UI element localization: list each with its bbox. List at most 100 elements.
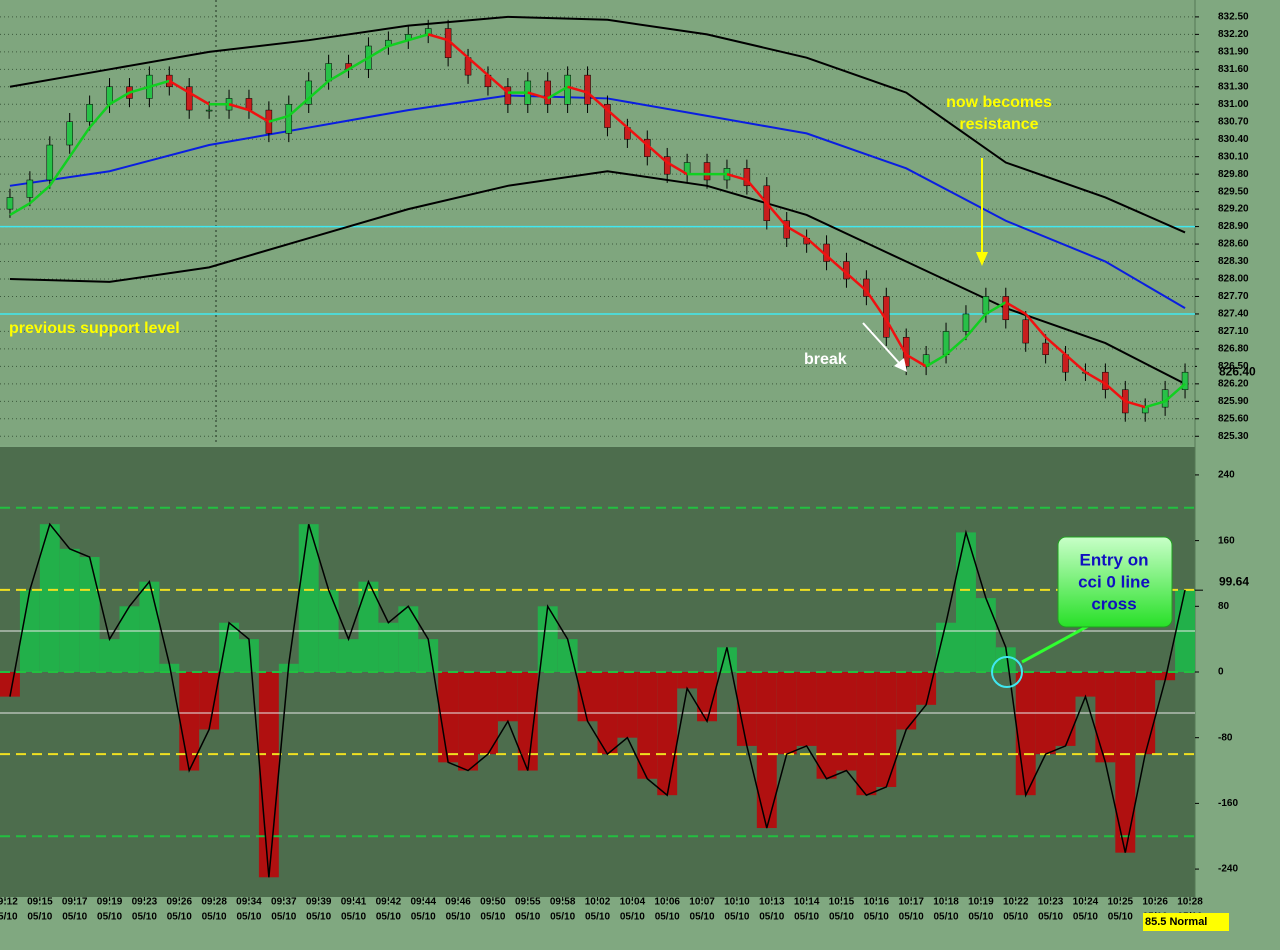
x-tick-label: 10:24 <box>1073 897 1099 908</box>
ma-segment <box>985 301 1007 316</box>
annotation: break <box>804 351 847 368</box>
cci-bar <box>239 639 259 672</box>
cci-bar <box>617 672 638 738</box>
y-tick-label: 829.20 <box>1218 204 1249 215</box>
x-tick-label: 10:25 <box>1108 897 1134 908</box>
y-tick-label: 830.10 <box>1218 151 1249 162</box>
cci-bar <box>736 672 757 746</box>
y-tick-label: 828.00 <box>1218 274 1249 285</box>
cci-bar <box>876 672 897 787</box>
x-tick-label: 09:23 <box>132 897 158 908</box>
x-tick-label: 10:23 <box>1038 897 1064 908</box>
x-tick-label: 09:12 <box>0 897 18 908</box>
cci-bar <box>1055 672 1076 746</box>
y-tick-label: 160 <box>1218 535 1235 546</box>
cci-bar <box>816 672 837 779</box>
candle-body <box>604 104 611 128</box>
x-tick-label: 09:37 <box>271 897 297 908</box>
x-tick-label: 10:14 <box>794 897 820 908</box>
ma-segment <box>487 74 509 94</box>
x-tick-label: 09:26 <box>166 897 192 908</box>
x-date-label: 05/10 <box>411 912 436 923</box>
cci-bar <box>0 672 20 697</box>
ma-segment <box>805 237 828 257</box>
y-tick-label: 831.30 <box>1218 81 1249 92</box>
x-tick-label: 10:18 <box>933 897 959 908</box>
cci-bar <box>756 672 777 829</box>
cci-bar <box>1015 672 1036 796</box>
x-date-label: 05/10 <box>1038 912 1063 923</box>
x-date-label: 05/10 <box>759 912 784 923</box>
callout-pointer <box>1021 623 1091 664</box>
cci-bar <box>398 606 419 672</box>
x-tick-label: 09:34 <box>236 897 262 908</box>
candle-body <box>46 144 54 181</box>
x-tick-label: 09:17 <box>62 897 88 908</box>
annotation: previous support level <box>9 320 180 337</box>
cci-bar <box>577 672 598 722</box>
x-tick-label: 10:13 <box>759 897 785 908</box>
cci-bar <box>1155 672 1176 681</box>
y-tick-label: 832.50 <box>1218 12 1249 23</box>
x-tick-label: 09:28 <box>201 897 227 908</box>
ma-segment <box>228 103 250 112</box>
y-tick-label: 828.90 <box>1218 221 1249 232</box>
cci-bar <box>59 548 80 672</box>
ma-segment <box>845 272 868 292</box>
x-date-label: 05/10 <box>62 912 87 923</box>
y-tick-label: 826.80 <box>1218 344 1249 355</box>
ma-segment <box>407 33 429 42</box>
x-tick-label: 09:58 <box>550 897 576 908</box>
ma-segment <box>1024 313 1047 339</box>
x-tick-label: 09:41 <box>341 897 367 908</box>
y-tick-label: 80 <box>1218 601 1230 612</box>
y-tick-label: 827.10 <box>1218 326 1249 337</box>
cci-bar <box>159 663 180 672</box>
y-tick-label: 829.50 <box>1218 186 1249 197</box>
cci-bar <box>1095 672 1116 763</box>
x-tick-label: 10:15 <box>829 897 855 908</box>
cci-bar <box>79 557 100 672</box>
candle-body <box>424 28 432 35</box>
cci-bar <box>896 672 917 730</box>
x-tick-label: 10:28 <box>1177 897 1203 908</box>
y-tick-label: 240 <box>1218 470 1235 481</box>
candle-body <box>584 74 591 105</box>
callout-box <box>1057 536 1173 628</box>
x-date-label: 05/10 <box>480 912 505 923</box>
x-tick-label: 09:42 <box>376 897 402 908</box>
cci-bar <box>418 639 439 672</box>
ma-segment <box>905 353 927 368</box>
cci-bar <box>378 622 399 672</box>
x-date-label: 05/10 <box>132 912 157 923</box>
x-tick-label: 10:10 <box>724 897 750 908</box>
x-tick-label: 09:39 <box>306 897 332 908</box>
x-date-label: 05/10 <box>934 912 959 923</box>
last-value-box <box>1197 364 1203 381</box>
x-tick-label: 09:46 <box>445 897 471 908</box>
status: 85.5 Normal <box>1145 916 1207 928</box>
ma-segment <box>547 85 569 100</box>
y-tick-label: 827.70 <box>1218 291 1249 302</box>
ma-segment <box>108 91 131 106</box>
x-date-label: 05/10 <box>27 912 52 923</box>
x-date-label: 05/10 <box>376 912 401 923</box>
arrow-head <box>976 252 988 266</box>
x-tick-label: 09:55 <box>515 897 541 908</box>
cci-bar <box>836 672 857 771</box>
ma-segment <box>885 319 908 356</box>
band-line <box>9 15 1186 234</box>
cci-bar <box>458 672 478 771</box>
cci-bar <box>557 639 578 672</box>
x-date-label: 05/10 <box>1108 912 1133 923</box>
ma-segment <box>567 85 588 94</box>
candle-body <box>26 179 34 198</box>
ma-segment <box>129 85 150 94</box>
ma-segment <box>925 353 947 368</box>
cci-bar <box>537 606 558 672</box>
x-date-label: 05/10 <box>271 912 296 923</box>
cci-bar <box>139 581 160 672</box>
y-tick-label: -160 <box>1218 798 1238 809</box>
ma-segment <box>1064 353 1087 374</box>
x-tick-label: 10:07 <box>689 897 715 908</box>
